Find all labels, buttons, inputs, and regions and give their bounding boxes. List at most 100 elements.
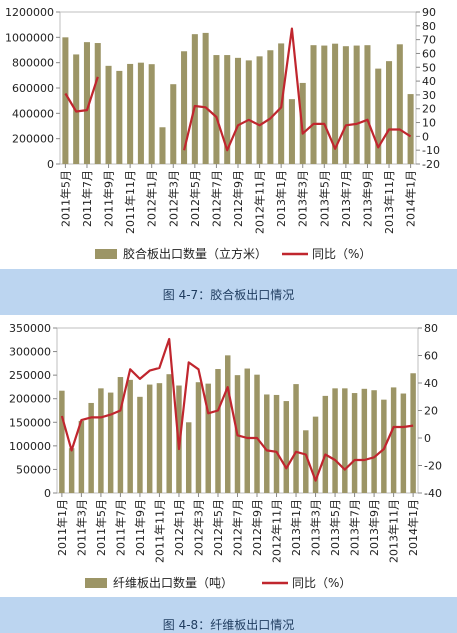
bar bbox=[127, 379, 133, 493]
x-axis-tick-label: 2011年3月 bbox=[74, 499, 88, 556]
legend-line-label: 同比（%） bbox=[312, 247, 371, 261]
x-axis-tick-label: 2012年9月 bbox=[231, 170, 245, 227]
bar bbox=[181, 51, 188, 165]
x-axis-tick-label: 2011年5月 bbox=[58, 170, 72, 227]
bar bbox=[322, 395, 329, 493]
right-axis-tick-label: 90 bbox=[422, 6, 436, 19]
bar bbox=[264, 394, 270, 493]
bar bbox=[390, 387, 397, 493]
bar bbox=[156, 383, 163, 493]
left-axis-tick-label: 0 bbox=[44, 487, 51, 500]
x-axis-tick-label: 2013年3月 bbox=[309, 499, 323, 556]
legend-line-label: 同比（%） bbox=[292, 576, 351, 590]
x-axis-tick-label: 2011年11月 bbox=[152, 499, 166, 563]
right-axis-tick-label: 0 bbox=[422, 130, 429, 143]
left-axis-tick-label: 1000000 bbox=[5, 31, 54, 44]
bar bbox=[283, 401, 290, 493]
right-axis-tick-label: -40 bbox=[424, 487, 442, 500]
bar bbox=[332, 388, 338, 493]
x-axis-tick-label: 2012年5月 bbox=[211, 499, 225, 556]
bar bbox=[396, 44, 403, 164]
right-axis-tick-label: 20 bbox=[422, 103, 436, 116]
legend-bar-swatch bbox=[95, 249, 117, 259]
left-axis-tick-label: 200000 bbox=[12, 133, 54, 146]
x-axis-tick-label: 2011年9月 bbox=[102, 170, 116, 227]
bar bbox=[386, 61, 393, 164]
right-axis-tick-label: 50 bbox=[422, 61, 436, 74]
bar bbox=[375, 68, 382, 164]
x-axis-tick-label: 2012年1月 bbox=[145, 170, 159, 227]
x-axis-tick-label: 2011年7月 bbox=[80, 170, 94, 227]
bar bbox=[62, 37, 69, 165]
right-axis-tick-label: -20 bbox=[424, 460, 442, 473]
left-axis-tick-label: 0 bbox=[47, 158, 54, 171]
x-axis-tick-label: 2013年5月 bbox=[317, 170, 331, 227]
bar bbox=[107, 392, 114, 493]
bar bbox=[234, 57, 242, 164]
bar bbox=[205, 383, 211, 493]
x-axis-tick-label: 2013年11月 bbox=[387, 499, 401, 563]
bar bbox=[213, 55, 220, 164]
yoy-line bbox=[183, 27, 412, 152]
right-axis-tick-label: 0 bbox=[424, 432, 431, 445]
bar bbox=[225, 355, 231, 493]
left-axis-tick-label: 50000 bbox=[16, 463, 51, 476]
bar bbox=[353, 45, 360, 164]
x-axis-tick-label: 2013年1月 bbox=[289, 499, 303, 556]
legend-bar-label: 纤维板出口数量（吨） bbox=[113, 575, 233, 590]
bar bbox=[332, 43, 339, 164]
bar bbox=[245, 60, 252, 164]
legend-bar-swatch bbox=[85, 578, 107, 588]
x-axis-tick-label: 2012年7月 bbox=[209, 170, 223, 227]
bar bbox=[400, 393, 407, 493]
figure-caption-4-8: 图 4-8：纤维板出口情况 bbox=[162, 618, 295, 632]
fiberboard-export-chart: 0 50000 100000 150000 200000 250000 300000 3500… bbox=[9, 322, 442, 590]
bar bbox=[254, 374, 260, 493]
left-axis-tick-label: 400000 bbox=[12, 107, 54, 120]
legend: 胶合板出口数量（立方米） 同比（%） bbox=[95, 246, 371, 261]
left-axis-tick-label: 100000 bbox=[9, 440, 51, 453]
bar bbox=[267, 50, 274, 164]
yoy-line bbox=[60, 337, 414, 482]
x-axis-tick-label: 2013年9月 bbox=[361, 170, 375, 227]
x-axis-tick-label: 2012年1月 bbox=[172, 499, 186, 556]
bar bbox=[83, 42, 90, 164]
bar bbox=[159, 127, 166, 164]
bar bbox=[146, 384, 153, 493]
right-axis-tick-label: -10 bbox=[422, 144, 440, 157]
x-axis-tick-label: 2013年7月 bbox=[348, 499, 362, 556]
right-axis-tick-label: 80 bbox=[422, 20, 436, 33]
left-axis-tick-label: 150000 bbox=[9, 416, 51, 429]
legend: 纤维板出口数量（吨） 同比（%） bbox=[85, 575, 351, 590]
bar bbox=[303, 430, 309, 493]
x-axis-tick-label: 2012年3月 bbox=[192, 499, 206, 556]
x-axis-tick-label: 2012年7月 bbox=[231, 499, 245, 556]
x-axis-tick-label: 2012年5月 bbox=[188, 170, 202, 227]
x-axis-tick-label: 2013年9月 bbox=[367, 499, 381, 556]
bar bbox=[288, 99, 295, 164]
bar bbox=[293, 384, 299, 493]
bar bbox=[116, 70, 123, 164]
bar bbox=[117, 377, 124, 493]
bar bbox=[170, 84, 177, 164]
bar bbox=[202, 32, 209, 165]
bar bbox=[78, 420, 85, 493]
right-axis-tick-label: -20 bbox=[422, 158, 440, 171]
x-axis-tick-label: 2013年1月 bbox=[274, 170, 288, 227]
x-axis-tick-label: 2013年3月 bbox=[296, 170, 310, 227]
bar bbox=[256, 56, 263, 165]
bar bbox=[224, 55, 231, 164]
bar bbox=[191, 34, 198, 164]
bar bbox=[273, 394, 280, 493]
x-axis-tick-label: 2012年3月 bbox=[166, 170, 180, 227]
legend-bar-label: 胶合板出口数量（立方米） bbox=[123, 246, 267, 261]
x-axis-tick-label: 2013年5月 bbox=[328, 499, 342, 556]
bar bbox=[148, 64, 155, 164]
bar bbox=[185, 422, 192, 493]
x-axis-tick-label: 2012年11月 bbox=[270, 499, 284, 563]
x-axis-tick-label: 2014年1月 bbox=[404, 170, 418, 227]
x-axis-tick-label: 2011年11月 bbox=[123, 170, 137, 234]
bar bbox=[312, 416, 319, 493]
right-axis-tick-label: 20 bbox=[424, 405, 438, 418]
bar bbox=[407, 94, 414, 164]
